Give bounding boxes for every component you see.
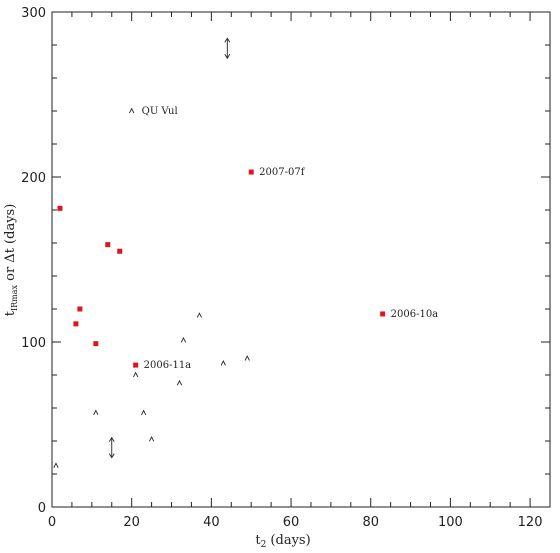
y-axis-label-subscript: IRmax bbox=[10, 285, 19, 312]
x-tick-label: 60 bbox=[283, 515, 300, 530]
data-point-triangle bbox=[141, 409, 147, 416]
data-point-square bbox=[57, 205, 63, 211]
x-axis-label: t2 (days) bbox=[255, 533, 310, 550]
y-tick-labels: 0 100 200 300 bbox=[21, 6, 46, 516]
data-point-triangle bbox=[93, 409, 99, 416]
data-point-square bbox=[117, 248, 123, 254]
x-axis-label-subscript: 2 bbox=[261, 540, 267, 550]
data-point-square bbox=[93, 341, 99, 347]
x-axis-label-rest: (days) bbox=[266, 533, 310, 548]
data-point-triangle bbox=[129, 107, 135, 114]
data-marks bbox=[53, 37, 386, 468]
data-point-triangle bbox=[196, 312, 203, 318]
data-point-triangle bbox=[180, 336, 187, 343]
data-point-triangle bbox=[176, 379, 183, 386]
data-point-triangle bbox=[220, 360, 226, 366]
tick-marks bbox=[51, 11, 551, 508]
x-tick-label: 40 bbox=[203, 515, 220, 530]
x-tick-label: 100 bbox=[438, 515, 463, 530]
y-axis-label: tIRmax or Δt (days) bbox=[3, 204, 19, 317]
annotations: QU Vul 2007-07f 2006-10a 2006-11a bbox=[142, 106, 439, 371]
data-point-triangle bbox=[148, 435, 155, 442]
y-tick-label: 0 bbox=[38, 501, 46, 516]
data-point-square bbox=[248, 169, 254, 175]
limit-arrow-head-up bbox=[224, 37, 231, 43]
data-point-triangle bbox=[244, 355, 250, 361]
annotation-label: 2006-11a bbox=[144, 360, 192, 371]
axes bbox=[51, 11, 551, 508]
limit-arrow-head-down bbox=[108, 453, 115, 459]
annotation-label: QU Vul bbox=[142, 106, 178, 117]
x-tick-label: 80 bbox=[362, 515, 379, 530]
data-point-triangle bbox=[133, 371, 139, 378]
x-tick-label: 120 bbox=[518, 515, 543, 530]
limit-arrow-head-down bbox=[224, 54, 231, 60]
data-point-square bbox=[73, 321, 79, 327]
data-point-square bbox=[133, 362, 139, 368]
plot-frame bbox=[51, 11, 551, 508]
annotation-label: 2006-10a bbox=[391, 309, 439, 320]
data-point-triangle bbox=[53, 462, 59, 468]
limit-arrow bbox=[224, 37, 231, 60]
x-tick-labels: 0 20 40 60 80 100 120 bbox=[48, 515, 543, 530]
annotation-label: 2007-07f bbox=[259, 167, 306, 178]
y-tick-label: 200 bbox=[21, 171, 46, 186]
y-axis-label-rest: or Δt (days) bbox=[3, 204, 18, 285]
y-tick-label: 100 bbox=[21, 336, 46, 351]
x-axis-label-base: t bbox=[255, 533, 261, 548]
x-tick-label: 20 bbox=[123, 515, 140, 530]
limit-arrow-head-up bbox=[108, 436, 115, 442]
y-axis-label-base: t bbox=[3, 310, 18, 316]
data-point-square bbox=[105, 242, 111, 248]
data-point-square bbox=[77, 306, 83, 312]
x-tick-label: 0 bbox=[48, 515, 56, 530]
y-tick-label: 300 bbox=[21, 6, 46, 21]
data-point-square bbox=[380, 311, 386, 317]
limit-arrow bbox=[108, 436, 115, 459]
